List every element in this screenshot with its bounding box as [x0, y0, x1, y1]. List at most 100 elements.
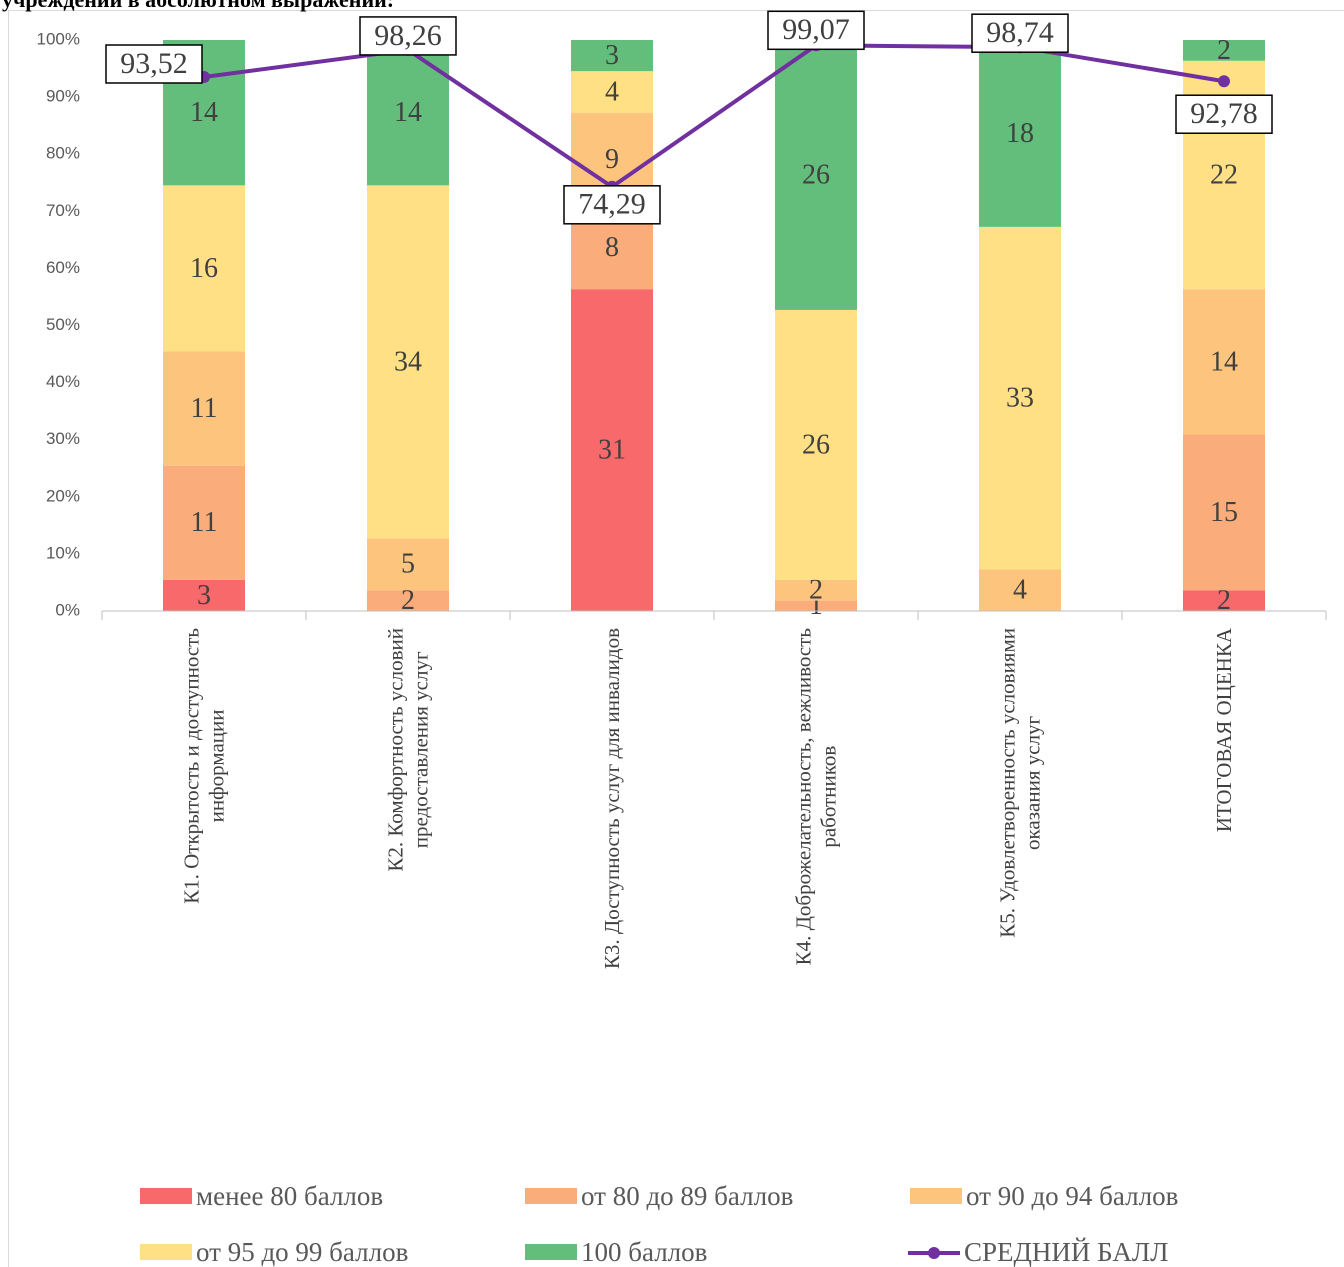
bar-segment	[367, 590, 449, 611]
data-label-box	[563, 185, 661, 225]
x-tick-label: К3. Доступность услуг для инвалидов	[600, 628, 624, 969]
bar-segment	[979, 569, 1061, 611]
x-tick-label: К1. Открытость и доступность	[179, 628, 203, 904]
data-label: 22	[1210, 159, 1238, 190]
legend-label: менее 80 баллов	[196, 1181, 383, 1211]
x-tick-label: предоставления услуг	[408, 651, 432, 848]
data-label: 98,74	[986, 16, 1054, 49]
data-label: 26	[802, 159, 830, 190]
data-label: 11	[191, 393, 218, 424]
bar-segment	[571, 71, 653, 113]
y-tick-label: 30%	[46, 429, 80, 448]
legend-swatch	[140, 1244, 192, 1260]
y-tick-label: 60%	[46, 258, 80, 277]
legend-label: от 80 до 89 баллов	[581, 1181, 793, 1211]
y-tick-label: 80%	[46, 144, 80, 163]
bar-segment	[571, 289, 653, 611]
y-tick-label: 90%	[46, 87, 80, 106]
data-label-box	[105, 44, 203, 84]
x-tick-label: оказания услуг	[1020, 715, 1044, 850]
data-label: 3	[605, 40, 619, 71]
legend-swatch	[140, 1188, 192, 1204]
y-tick-label: 50%	[46, 315, 80, 334]
data-label: 2	[809, 575, 823, 606]
data-label: 26	[802, 429, 830, 460]
chart-title: учреждений в абсолютном выражении:	[2, 0, 394, 12]
bar-segment	[367, 185, 449, 539]
data-label: 14	[190, 97, 218, 128]
data-label: 5	[401, 549, 415, 580]
x-tick-label: К4. Доброжелательность, вежливость	[791, 628, 815, 965]
line	[203, 43, 1225, 190]
data-label-box	[971, 13, 1069, 53]
data-label: 3	[197, 580, 211, 611]
bar-segment	[367, 538, 449, 591]
x-tick-label: К2. Комфортность условий	[383, 628, 407, 872]
bar-segment	[1183, 289, 1265, 435]
data-label: 11	[191, 507, 218, 538]
data-label: 93,52	[120, 47, 188, 80]
data-label: 14	[394, 97, 422, 128]
data-label: 18	[1006, 118, 1034, 149]
data-label: 92,78	[1190, 97, 1258, 130]
x-tick-label-group: К4. Доброжелательность, вежливость работн…	[791, 628, 840, 965]
data-label: 33	[1006, 383, 1034, 414]
legend-swatch	[525, 1188, 577, 1204]
bar-segment	[775, 309, 857, 580]
legend-swatch	[910, 1188, 962, 1204]
data-label: 9	[605, 144, 619, 175]
x-tick-label: работников	[816, 746, 840, 848]
bar-segment	[163, 579, 245, 611]
data-label: 99,07	[782, 13, 850, 46]
legend-swatch	[928, 1247, 940, 1259]
legend-label: СРЕДНИЙ БАЛЛ	[964, 1237, 1168, 1267]
y-tick-label: 20%	[46, 486, 80, 505]
bar-segment	[979, 226, 1061, 570]
bar-segment	[163, 465, 245, 580]
y-tick-label: 70%	[46, 201, 80, 220]
bar-segment	[1183, 590, 1265, 611]
data-label: 8	[605, 232, 619, 263]
x-tick-label-group: ИТОГОВАЯ ОЦЕНКА	[1212, 627, 1236, 832]
bar-segment	[1183, 434, 1265, 591]
legend-swatch	[525, 1244, 577, 1260]
x-tick-label-group: К2. Комфортность условий предоставления у…	[383, 628, 432, 872]
data-label: 15	[1210, 497, 1238, 528]
data-label: 74,29	[578, 188, 646, 221]
bar-segment	[367, 40, 449, 186]
data-label: 2	[1217, 35, 1231, 66]
bar-segment	[571, 40, 653, 72]
x-tick-label-group: К5. Удовлетворенность условиями оказания …	[995, 628, 1044, 938]
chart-frame	[8, 10, 1344, 1267]
bar-segment	[163, 185, 245, 352]
x-tick-label-group: К1. Открытость и доступность информации	[179, 628, 228, 904]
data-label-box	[359, 16, 457, 56]
data-label: 2	[401, 585, 415, 616]
legend-label: от 90 до 94 баллов	[966, 1181, 1178, 1211]
bar-segment	[775, 600, 857, 611]
data-label-box	[767, 10, 865, 51]
bar-segment	[979, 40, 1061, 227]
bar-segment	[1183, 40, 1265, 61]
x-tick-label: информации	[204, 709, 228, 822]
x-tick-label: К5. Удовлетворенность условиями	[995, 628, 1019, 938]
data-label: 14	[1210, 346, 1238, 377]
y-tick-label: 40%	[46, 372, 80, 391]
bar-segment	[775, 579, 857, 601]
x-tick-label: ИТОГОВАЯ ОЦЕНКА	[1212, 627, 1236, 832]
legend-label: от 95 до 99 баллов	[196, 1237, 408, 1267]
data-label: 4	[605, 76, 619, 107]
y-tick-label: 100%	[37, 29, 80, 48]
line-marker	[1218, 75, 1230, 88]
bar-segment	[775, 40, 857, 310]
data-label: 16	[190, 253, 218, 284]
data-label: 34	[394, 346, 422, 377]
data-label: 4	[1013, 575, 1027, 606]
data-label: 98,26	[374, 19, 442, 52]
legend-label: 100 баллов	[581, 1237, 707, 1267]
x-tick-label-group: К3. Доступность услуг для инвалидов	[600, 628, 624, 969]
y-tick-label: 10%	[46, 543, 80, 562]
bar-segment	[163, 351, 245, 466]
